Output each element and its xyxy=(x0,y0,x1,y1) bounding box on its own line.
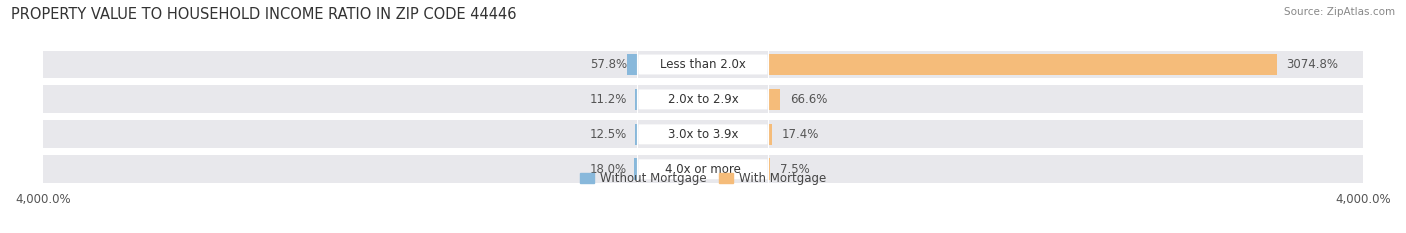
Text: 18.0%: 18.0% xyxy=(591,163,627,176)
FancyBboxPatch shape xyxy=(637,0,769,233)
Text: Less than 2.0x: Less than 2.0x xyxy=(659,58,747,71)
Text: 3074.8%: 3074.8% xyxy=(1286,58,1339,71)
Bar xyxy=(769,123,772,145)
Bar xyxy=(769,54,1277,75)
FancyBboxPatch shape xyxy=(637,0,769,233)
Bar xyxy=(636,123,637,145)
FancyBboxPatch shape xyxy=(637,0,769,233)
Text: 66.6%: 66.6% xyxy=(790,93,827,106)
Text: Source: ZipAtlas.com: Source: ZipAtlas.com xyxy=(1284,7,1395,17)
Legend: Without Mortgage, With Mortgage: Without Mortgage, With Mortgage xyxy=(575,167,831,190)
Text: 57.8%: 57.8% xyxy=(591,58,627,71)
Bar xyxy=(627,54,637,75)
Bar xyxy=(636,89,637,110)
Text: 3.0x to 3.9x: 3.0x to 3.9x xyxy=(668,128,738,141)
Text: 4.0x or more: 4.0x or more xyxy=(665,163,741,176)
Bar xyxy=(42,120,1364,148)
Bar xyxy=(634,158,637,180)
Text: 7.5%: 7.5% xyxy=(780,163,810,176)
Text: 11.2%: 11.2% xyxy=(589,93,627,106)
Bar xyxy=(42,51,1364,79)
Text: 2.0x to 2.9x: 2.0x to 2.9x xyxy=(668,93,738,106)
FancyBboxPatch shape xyxy=(637,0,769,233)
Text: PROPERTY VALUE TO HOUSEHOLD INCOME RATIO IN ZIP CODE 44446: PROPERTY VALUE TO HOUSEHOLD INCOME RATIO… xyxy=(11,7,517,22)
Bar xyxy=(42,155,1364,183)
Text: 12.5%: 12.5% xyxy=(591,128,627,141)
Bar xyxy=(42,86,1364,113)
Bar xyxy=(769,89,780,110)
Text: 17.4%: 17.4% xyxy=(782,128,820,141)
